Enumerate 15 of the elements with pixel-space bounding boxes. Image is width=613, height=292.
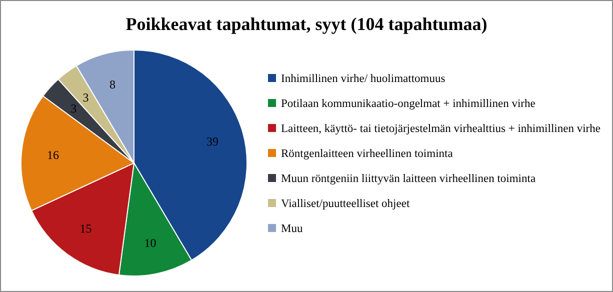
legend-label: Potilaan kommunikaatio-ongelmat + inhimillinen virhe: [281, 98, 536, 110]
data-label: 10: [144, 236, 156, 250]
data-label: 8: [110, 78, 116, 92]
data-label: 3: [70, 102, 77, 116]
legend-label: Muun röntgeniin liittyvän laitteen virheellinen toiminta: [281, 173, 536, 185]
legend-label: Inhimillinen virhe/ huolimattomuus: [281, 73, 446, 85]
legend-label: Röntgenlaitteen virheellinen toiminta: [281, 148, 453, 160]
data-label: 39: [206, 134, 218, 149]
data-label: 15: [80, 222, 92, 236]
chart-title: Poikkeavat tapahtumat, syyt (104 tapahtumaa): [126, 14, 488, 34]
legend-label: Vialliset/puutteelliset ohjeet: [281, 198, 410, 210]
data-label: 3: [82, 90, 89, 105]
legend-label: Muu: [281, 223, 303, 235]
legend-label: Laitteen, käyttö- tai tietojärjestelmän virhealttius + inhimillinen virhe: [281, 123, 600, 135]
data-label: 16: [47, 148, 60, 162]
